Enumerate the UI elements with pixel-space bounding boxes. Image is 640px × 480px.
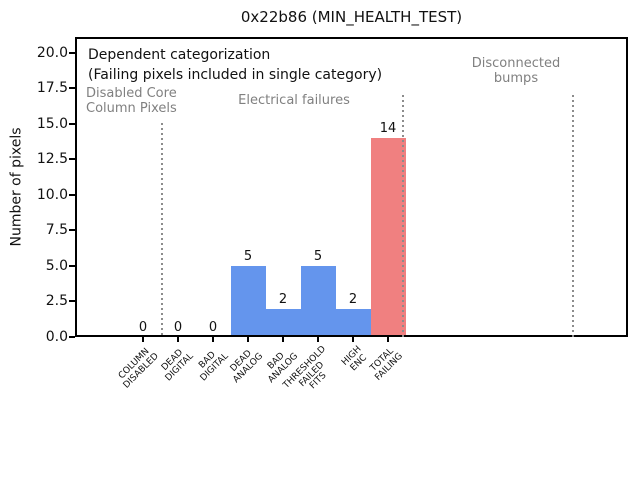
y-tick-label: 5.0 [45, 257, 68, 274]
y-tick-mark [69, 264, 75, 267]
electrical-failures-region-label: Electrical failures [238, 93, 350, 108]
y-tick-mark [69, 300, 75, 303]
x-tick-label: COLUMN DISABLED [116, 346, 161, 391]
region-separator-line [572, 95, 574, 337]
bar-value-label: 0 [208, 320, 218, 335]
region-separator-line [402, 95, 404, 337]
x-tick-label: DEAD DIGITAL [159, 347, 196, 383]
y-tick-label: 2.5 [45, 293, 68, 310]
y-tick-mark [69, 122, 75, 125]
x-tick-mark [387, 337, 389, 342]
y-tick-mark [69, 51, 75, 54]
bar [300, 266, 336, 337]
y-tick-mark [69, 229, 75, 232]
chart-title: 0x22b86 (MIN_HEALTH_TEST) [240, 8, 463, 26]
disconnected-bumps-region-label: Disconnected bumps [471, 56, 561, 86]
y-tick-label: 20.0 [36, 44, 68, 61]
bar-value-label: 2 [348, 292, 358, 307]
x-tick-mark [317, 337, 319, 342]
y-tick-mark [69, 336, 75, 338]
y-tick-mark [69, 193, 75, 196]
y-tick-label: 0.0 [45, 329, 68, 345]
y-tick-label: 10.0 [36, 186, 68, 203]
x-tick-mark [177, 337, 179, 342]
bar [335, 309, 371, 337]
y-axis-label: Number of pixels [9, 127, 25, 247]
bar [265, 309, 301, 337]
y-tick-mark [69, 87, 75, 90]
bar-value-label: 0 [138, 320, 148, 335]
region-separator-line [161, 123, 163, 337]
bar [230, 266, 266, 337]
x-tick-mark [282, 337, 284, 342]
y-tick-label: 15.0 [36, 115, 68, 132]
y-tick-label: 12.5 [36, 151, 68, 168]
dependent-categorization-note: Dependent categorization (Failing pixels… [88, 47, 383, 83]
bar-value-label: 2 [278, 292, 288, 307]
y-tick-label: 17.5 [36, 80, 68, 97]
disabled-core-column-pixels-region-label: Disabled Core Column Pixels [86, 86, 177, 116]
bar-value-label: 5 [313, 249, 323, 264]
y-tick-label: 7.5 [45, 222, 68, 239]
x-tick-mark [142, 337, 144, 342]
x-tick-label: TOTAL FAILING [368, 346, 406, 383]
y-axis-label-container: Number of pixels [6, 37, 28, 337]
bar-value-label: 0 [173, 320, 183, 335]
y-tick-mark [69, 158, 75, 161]
x-tick-label: HIGH ENC [339, 344, 369, 373]
x-tick-mark [247, 337, 249, 342]
x-tick-label: BAD DIGITAL [197, 349, 231, 383]
x-tick-mark [352, 337, 354, 342]
bar-value-label: 5 [243, 249, 253, 264]
x-tick-label: DEAD ANALOG [228, 348, 266, 385]
bar-value-label: 14 [379, 121, 397, 136]
bar [370, 138, 406, 337]
x-tick-mark [212, 337, 214, 342]
